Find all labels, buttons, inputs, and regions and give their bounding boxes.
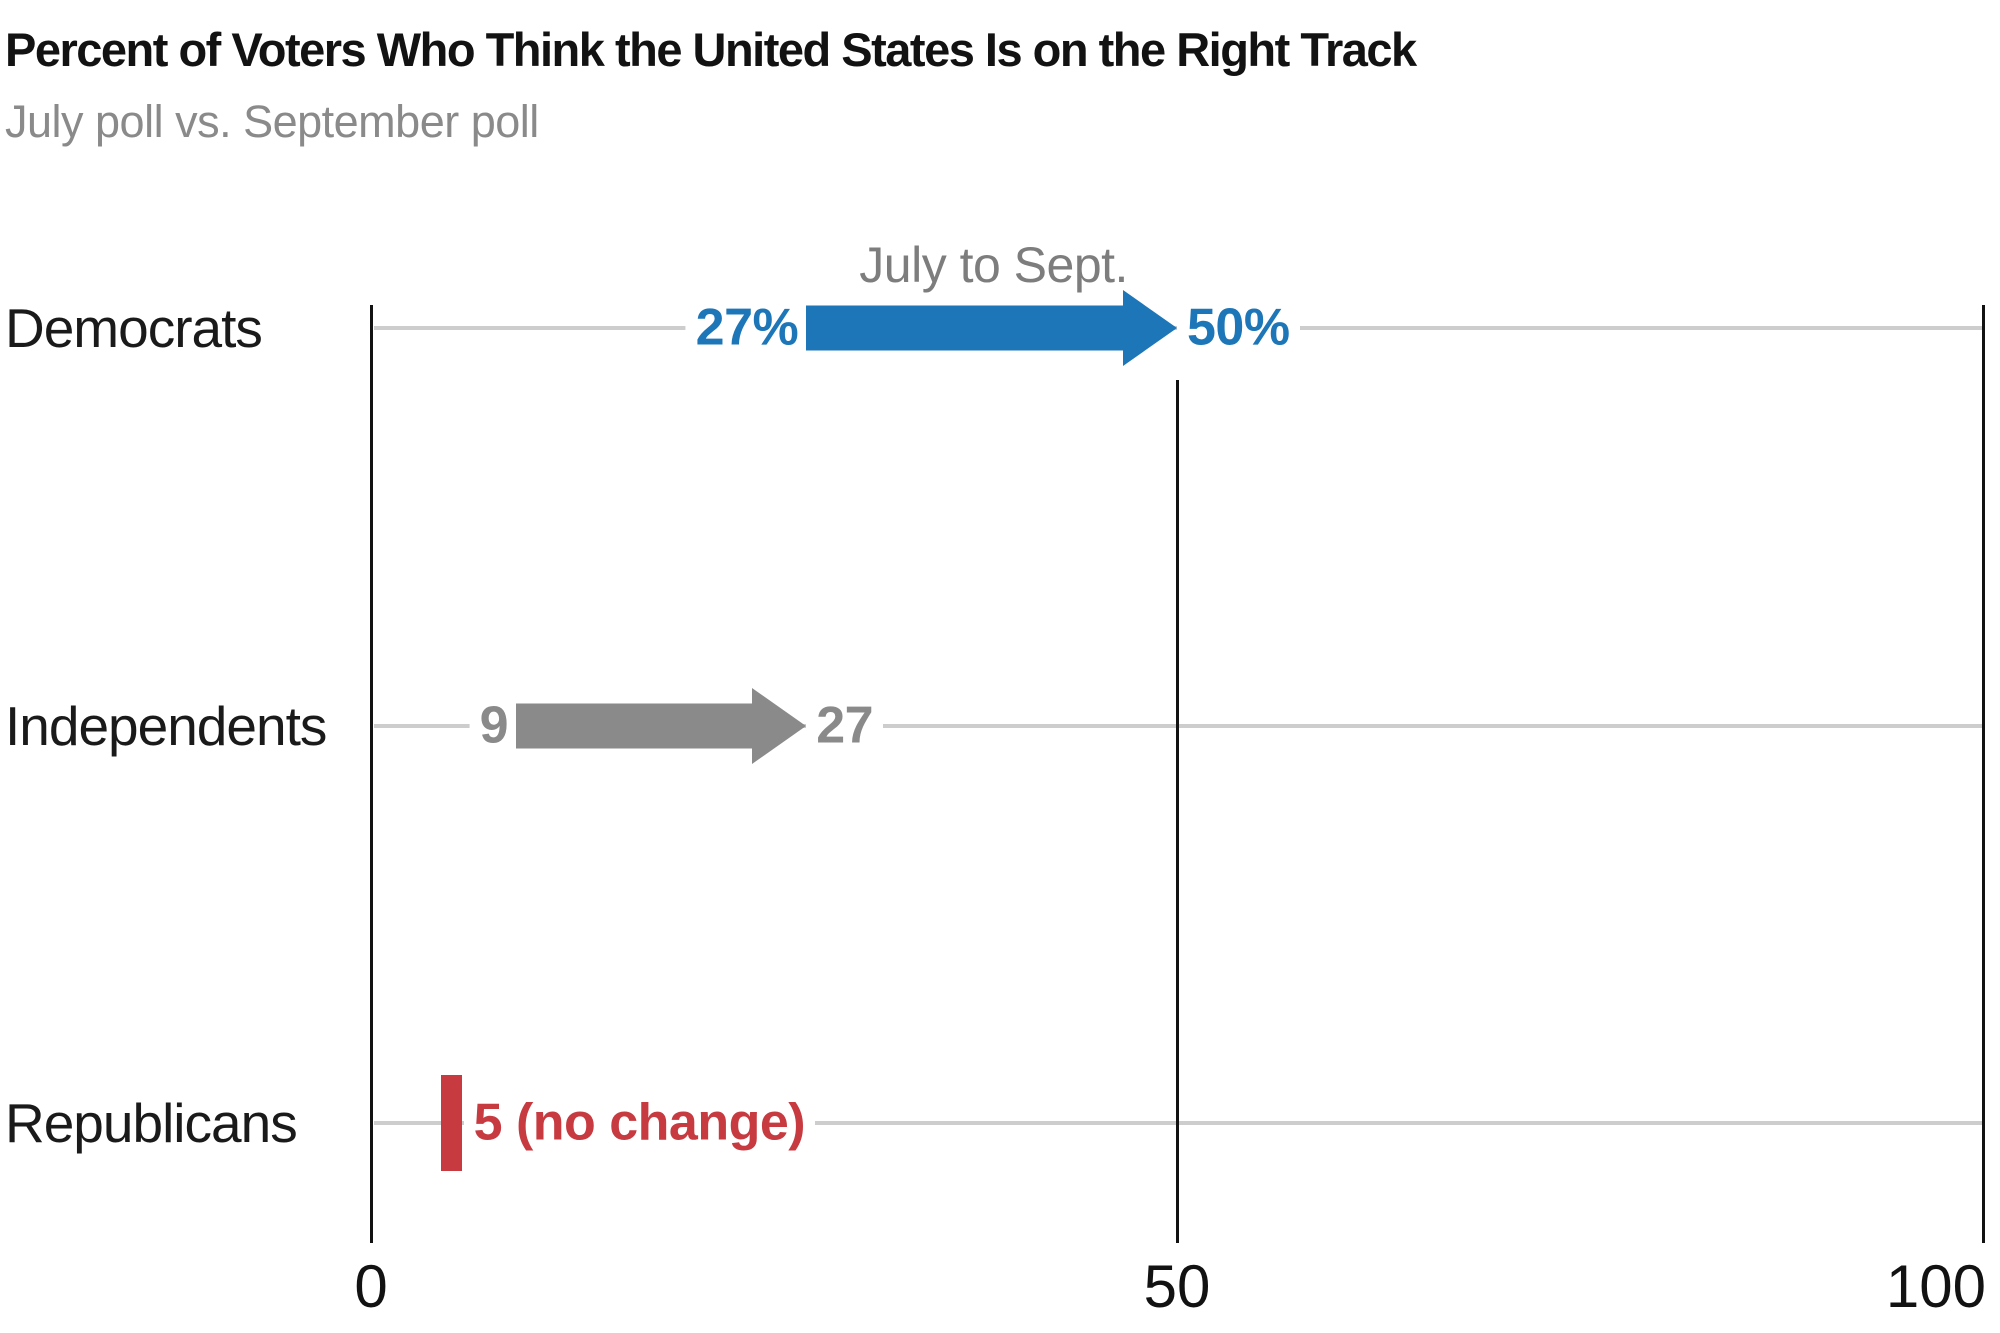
- x-tick-0: 0: [354, 1253, 388, 1320]
- axis-line-50: [1175, 380, 1179, 1243]
- value-label-from-independents: 9: [469, 695, 519, 757]
- arrow-body-independents: [516, 703, 755, 749]
- value-label-to-democrats: 50%: [1177, 297, 1300, 359]
- category-label-independents: Independents: [5, 695, 327, 757]
- axis-line-100: [1981, 305, 1985, 1243]
- value-label-from-democrats: 27%: [685, 297, 809, 359]
- category-label-democrats: Democrats: [5, 297, 263, 359]
- chart-subtitle: July poll vs. September poll: [5, 96, 539, 147]
- axis-line-0: [369, 305, 373, 1243]
- no-change-tick-republicans: [441, 1075, 463, 1171]
- chart-title: Percent of Voters Who Think the United S…: [5, 23, 1417, 76]
- gridline-row-independents: [374, 724, 1983, 728]
- arrow-body-democrats: [806, 305, 1125, 351]
- gridline-row-republicans: [374, 1121, 1983, 1125]
- arrow-head-democrats: [1123, 290, 1177, 366]
- arrow-head-independents: [752, 688, 807, 764]
- value-label-to-independents: 27: [806, 695, 884, 757]
- category-label-republicans: Republicans: [5, 1092, 298, 1154]
- x-tick-100: 100: [1885, 1253, 1986, 1320]
- annotation-july-to-sept: July to Sept.: [859, 237, 1128, 293]
- x-tick-50: 50: [1143, 1253, 1211, 1320]
- value-label-republicans: 5 (no change): [463, 1092, 816, 1154]
